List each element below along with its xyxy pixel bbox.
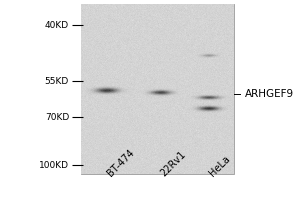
Text: ARHGEF9: ARHGEF9 [244,89,294,99]
Text: 100KD: 100KD [39,160,69,170]
Text: 40KD: 40KD [45,21,69,29]
Text: 70KD: 70KD [45,112,69,121]
Text: BT-474: BT-474 [105,147,136,178]
Text: 55KD: 55KD [45,76,69,86]
Bar [81,4,234,174]
Text: HeLa: HeLa [207,153,232,178]
Text: 22Rv1: 22Rv1 [159,149,188,178]
